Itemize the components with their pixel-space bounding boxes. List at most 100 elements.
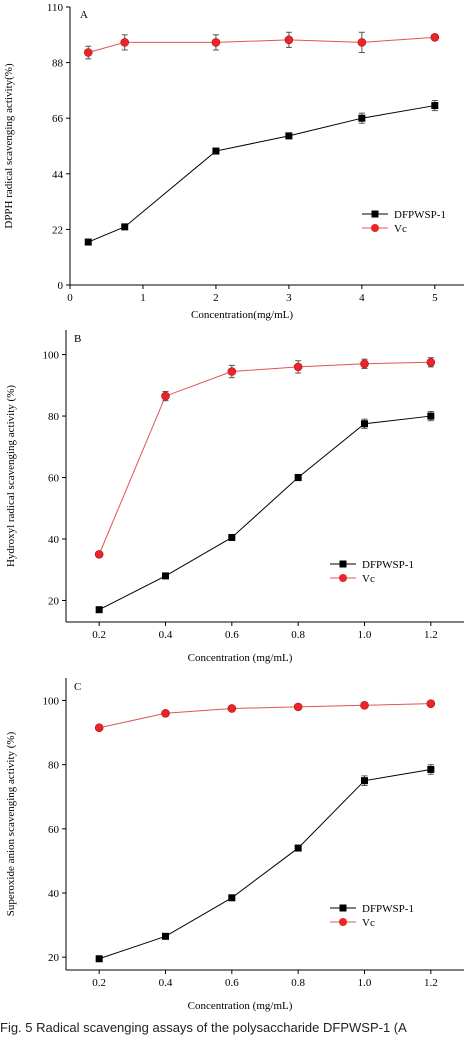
y-tick-label: 44 — [52, 169, 64, 181]
x-tick-label: 1.0 — [358, 977, 372, 989]
data-point — [360, 700, 369, 710]
series-line — [88, 36, 435, 53]
legend-marker — [371, 210, 379, 218]
figure-caption: Fig. 5 Radical scavenging assays of the … — [0, 1020, 407, 1035]
data-point — [95, 955, 103, 963]
legend-entry: DFPWSP-1 — [362, 209, 446, 221]
x-axis-label: Concentration (mg/mL) — [188, 652, 293, 664]
data-point — [361, 777, 368, 785]
data-point — [430, 33, 440, 42]
legend-entry: Vc — [330, 573, 375, 585]
y-tick-label: 60 — [48, 824, 60, 836]
series-line — [98, 415, 431, 611]
y-tick-label: 22 — [52, 224, 63, 236]
x-tick-label: 1.2 — [424, 977, 438, 989]
series-line — [98, 361, 431, 555]
data-point — [426, 357, 436, 367]
x-tick-label: 3 — [286, 292, 292, 304]
x-tick-label: 0.8 — [291, 977, 305, 989]
x-tick-label: 0.4 — [159, 629, 173, 641]
x-axis-label: Concentration(mg/mL) — [191, 309, 293, 321]
panel-label: B — [74, 333, 81, 345]
legend-label: DFPWSP-1 — [362, 903, 414, 915]
series-line — [88, 105, 435, 243]
y-tick-label: 20 — [48, 952, 60, 964]
data-point — [227, 367, 237, 376]
y-tick-label: 100 — [43, 695, 60, 707]
data-point — [228, 894, 236, 902]
legend-label: Vc — [362, 573, 375, 585]
y-tick-label: 88 — [52, 58, 64, 70]
legend-label: Vc — [362, 917, 375, 929]
legend-entry: DFPWSP-1 — [330, 559, 414, 571]
series-dfpwsp-1 — [84, 100, 439, 246]
data-point — [161, 391, 170, 401]
data-point — [284, 35, 294, 45]
legend-label: Vc — [394, 223, 407, 235]
x-tick-label: 4 — [359, 292, 365, 304]
x-tick-label: 1.0 — [358, 629, 372, 641]
data-point — [211, 38, 221, 47]
y-tick-label: 66 — [52, 113, 64, 125]
data-point — [83, 48, 93, 57]
y-tick-label: 100 — [43, 350, 60, 362]
legend-marker — [339, 904, 347, 912]
data-point — [162, 932, 169, 940]
legend-entry: Vc — [362, 223, 407, 235]
x-tick-label: 0.8 — [291, 629, 305, 641]
data-point — [84, 238, 92, 246]
x-tick-label: 0.4 — [159, 977, 173, 989]
x-tick-label: 5 — [432, 292, 438, 304]
data-point — [358, 114, 366, 122]
y-axis-label: DPPH radical scavenging activity(%) — [3, 63, 15, 229]
data-point — [95, 606, 103, 614]
data-point — [94, 550, 104, 559]
y-tick-label: 80 — [48, 411, 60, 423]
data-point — [293, 702, 303, 712]
series-vc — [83, 31, 440, 60]
legend-marker — [339, 574, 347, 582]
x-tick-label: 0.6 — [225, 629, 239, 641]
data-point — [212, 147, 220, 155]
data-point — [161, 708, 170, 718]
legend-label: DFPWSP-1 — [394, 209, 446, 221]
data-point — [228, 533, 236, 541]
x-tick-label: 0.2 — [92, 977, 106, 989]
data-point — [120, 38, 130, 47]
y-tick-label: 40 — [48, 888, 60, 900]
chart-panel-C: C 0.2 0.4 0.6 0.8 1.0 1.2 20 40 60 80 100 Concentrat… — [5, 678, 464, 1012]
series-line — [99, 703, 431, 729]
x-tick-label: 1 — [140, 292, 146, 304]
data-point — [431, 102, 439, 110]
data-point — [94, 723, 104, 733]
data-point — [162, 572, 169, 580]
y-axis-label: Hydroxyl radical scavenging activity (%) — [5, 385, 17, 567]
chart-panel-A: A 0 1 2 3 4 5 0 22 44 66 88 110 Concentration(mg/mL) D… — [3, 2, 464, 321]
data-point — [294, 474, 302, 482]
data-point — [426, 699, 436, 708]
series-dfpwsp-1 — [95, 764, 435, 963]
data-point — [357, 38, 367, 47]
legend-entry: Vc — [330, 917, 375, 929]
series-line — [99, 768, 431, 960]
data-point — [121, 223, 129, 231]
legend-label: DFPWSP-1 — [362, 559, 414, 571]
data-point — [227, 704, 237, 713]
legend-marker — [371, 224, 379, 232]
data-point — [427, 412, 435, 420]
data-point — [360, 359, 369, 369]
x-axis-label: Concentration (mg/mL) — [188, 1000, 293, 1012]
x-tick-label: 0 — [67, 292, 73, 304]
x-tick-label: 0.6 — [225, 977, 239, 989]
data-point — [427, 765, 435, 773]
y-axis-label: Superoxide anion scavenging activity (%) — [5, 731, 17, 916]
y-tick-label: 20 — [48, 595, 60, 607]
panel-label: C — [74, 681, 81, 693]
series-vc — [94, 357, 436, 559]
x-tick-label: 2 — [213, 292, 219, 304]
y-tick-label: 40 — [48, 534, 60, 546]
data-point — [285, 132, 293, 140]
data-point — [361, 420, 368, 428]
series-vc — [94, 699, 436, 733]
